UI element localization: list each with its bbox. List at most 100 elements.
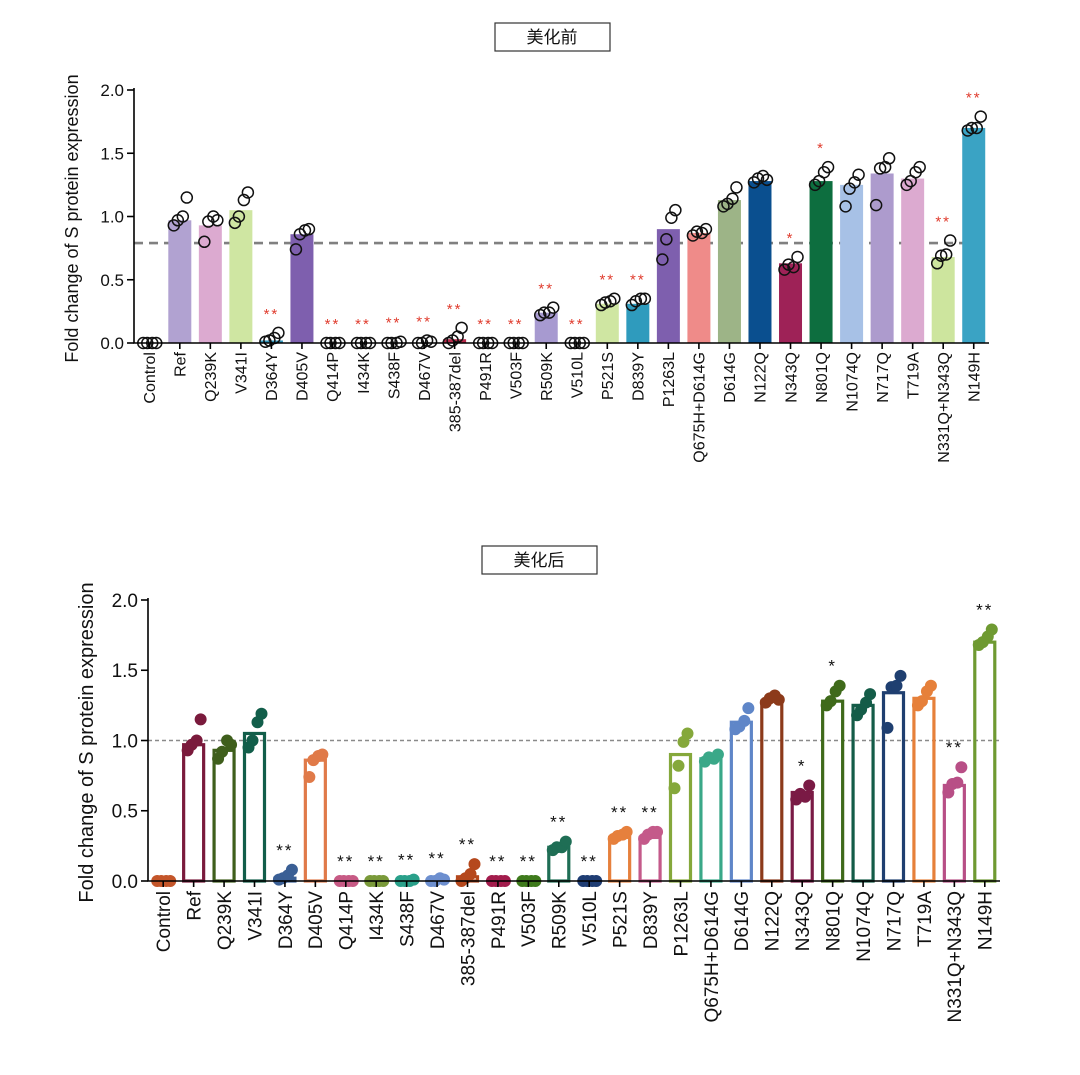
bar-D405V [290, 234, 314, 343]
x-tick-label: N122Q [763, 891, 784, 951]
data-point [285, 863, 298, 876]
y-tick-label: 0.0 [112, 872, 138, 893]
data-point [394, 335, 407, 348]
significance-marker: ** [935, 214, 951, 231]
bar-D839Y [626, 303, 650, 343]
data-point [303, 771, 316, 784]
x-tick-label: D364Y [276, 891, 297, 949]
data-point [690, 225, 704, 238]
x-tick-label: Control [154, 891, 175, 952]
data-point [939, 248, 953, 261]
data-point [665, 211, 678, 225]
bar-N331Q+N343Q [931, 256, 955, 343]
data-point [747, 176, 761, 189]
chart-title: 美化后 [514, 551, 565, 571]
significance-marker: ** [428, 849, 445, 868]
data-point [760, 173, 774, 187]
chart-title-box [481, 545, 598, 575]
data-point [468, 858, 481, 871]
data-point [772, 693, 785, 706]
significance-marker: ** [416, 313, 432, 330]
data-point [669, 203, 682, 217]
data-point [686, 229, 700, 242]
significance-marker: ** [447, 301, 463, 318]
x-tick-label: 385-387del [447, 352, 464, 432]
data-point [873, 162, 887, 175]
bar-N1074Q [840, 184, 864, 343]
data-point [742, 702, 755, 715]
x-tick-label: Q414P [337, 891, 358, 950]
data-point [289, 243, 303, 256]
data-point [672, 759, 685, 772]
bar-P521S [595, 303, 619, 343]
significance-marker: ** [569, 316, 585, 333]
significance-marker: ** [581, 852, 598, 871]
data-point [180, 191, 194, 204]
x-tick-label: Q675H+D614G [692, 352, 709, 463]
data-point [695, 226, 709, 240]
bar-T719A [901, 178, 925, 343]
x-tick-label: V510L [570, 352, 587, 398]
significance-marker: ** [398, 851, 415, 870]
x-tick-label: N343Q [793, 891, 814, 951]
data-point [839, 200, 852, 213]
y-tick-label: 1.5 [100, 144, 124, 163]
significance-marker: ** [538, 281, 554, 298]
significance-marker: * [798, 756, 807, 775]
bar-N149H [973, 640, 997, 883]
data-point [225, 738, 238, 751]
data-point [756, 169, 770, 183]
x-tick-label: D839Y [631, 352, 648, 401]
y-tick-label: 0.5 [112, 802, 138, 823]
data-point [900, 178, 913, 192]
x-tick-label: D405V [295, 352, 312, 401]
y-tick-label: 0.0 [100, 334, 124, 353]
significance-marker: ** [386, 315, 402, 332]
x-tick-label: D614G [722, 352, 739, 403]
bar-D614G [717, 200, 741, 343]
y-tick-label: 1.0 [112, 731, 138, 752]
x-tick-label: D467V [428, 891, 449, 949]
data-point [924, 679, 937, 692]
significance-marker: ** [550, 813, 567, 832]
bar-N331Q+N343Q [942, 783, 966, 883]
data-point [656, 253, 669, 266]
bar-N717Q [870, 173, 894, 343]
data-point [176, 210, 190, 223]
bar-Q675H+D614G [687, 232, 711, 343]
data-point [625, 298, 639, 312]
x-tick-label: D467V [417, 352, 434, 401]
data-point [651, 825, 664, 838]
data-point [668, 782, 681, 795]
data-point [681, 727, 694, 740]
x-tick-label: Q239K [203, 352, 220, 402]
significance-marker: ** [276, 841, 293, 860]
data-point [799, 790, 812, 803]
x-tick-label: N149H [966, 352, 983, 402]
x-tick-label: T719A [905, 352, 922, 399]
data-point [803, 779, 816, 792]
x-tick-label: N149H [976, 891, 997, 950]
y-tick-label: 1.0 [100, 208, 124, 227]
significance-marker: * [817, 140, 825, 157]
data-point [738, 714, 751, 727]
bar-Q239K [198, 225, 222, 343]
data-point [438, 873, 451, 886]
bar-N343Q [790, 790, 814, 883]
bar-P1263L [668, 752, 693, 883]
data-point [894, 669, 907, 682]
x-tick-label: P491R [478, 352, 495, 401]
data-point [634, 292, 648, 305]
significance-marker: ** [976, 601, 993, 620]
data-point [216, 745, 229, 758]
data-point [913, 160, 926, 174]
x-tick-label: Ref [184, 890, 205, 920]
data-point [232, 210, 246, 223]
data-point [660, 233, 673, 246]
data-point [424, 335, 438, 348]
bar-Q239K [212, 748, 236, 883]
x-tick-label: D364Y [264, 352, 281, 401]
data-point [726, 192, 739, 206]
significance-marker: ** [599, 272, 615, 289]
